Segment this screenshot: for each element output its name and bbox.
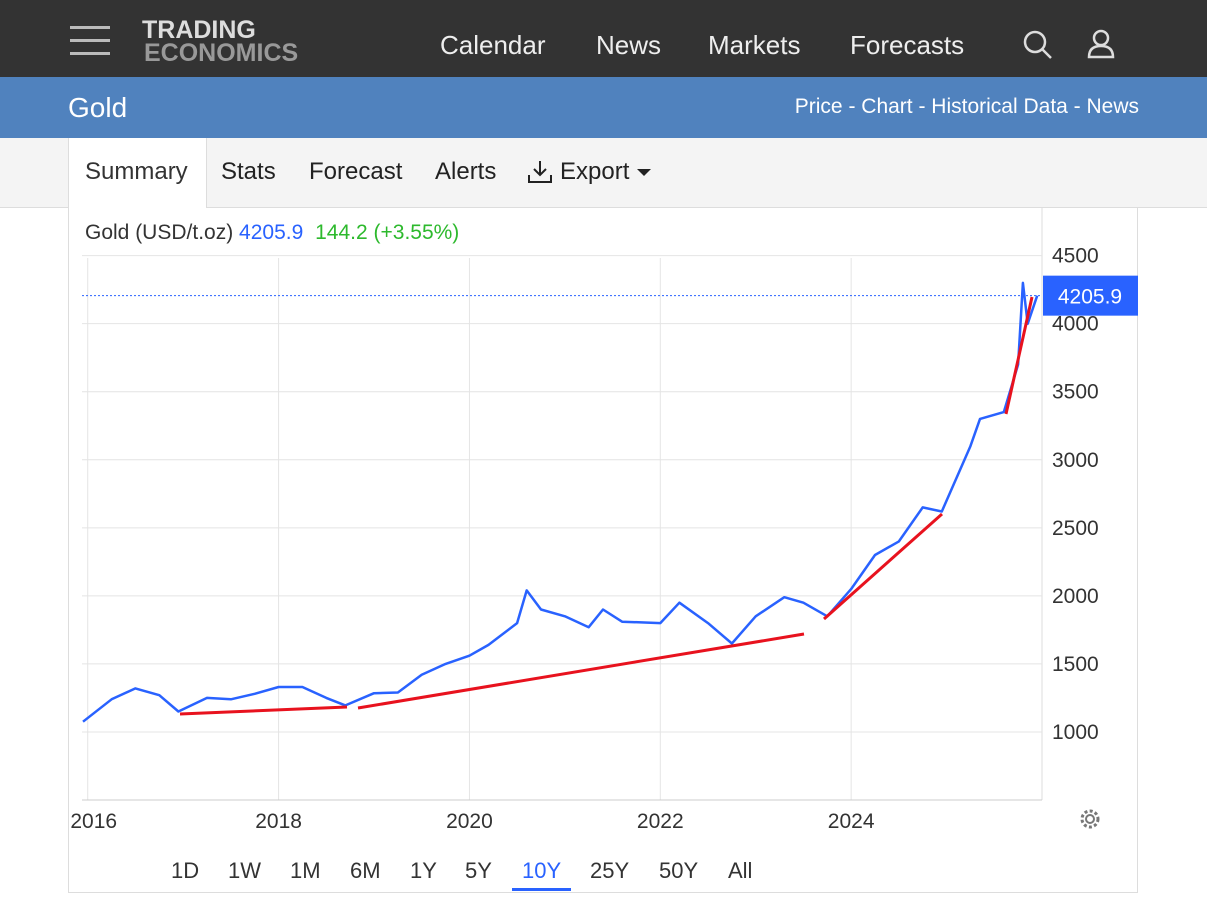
range-button[interactable]: 5Y [465,858,492,883]
tab[interactable]: Alerts [435,158,497,185]
active-tab-bg [68,138,207,208]
y-tick-label: 1000 [1052,721,1099,744]
banner-links[interactable]: Price - Chart - Historical Data - News [794,95,1139,118]
y-tick-label: 2000 [1052,585,1099,608]
y-tick-label: 3000 [1052,449,1099,472]
nav-link[interactable]: News [596,30,662,60]
trendline [1004,296,1034,415]
trendline [179,705,348,716]
logo-top[interactable]: TRADING [142,16,256,44]
trendline [823,512,943,621]
range-button[interactable]: 1D [171,858,200,883]
chart-panel [68,207,1138,893]
logo-bottom[interactable]: ECONOMICS [144,39,299,67]
banner-title: Gold [68,92,128,123]
x-tick-label: 2020 [446,810,493,833]
y-tick-label: 3500 [1052,381,1099,404]
y-tick-label: 1500 [1052,653,1099,676]
last-price-label: 4205.9 [1058,286,1122,309]
price-line [82,281,1039,723]
x-tick-label: 2024 [828,810,875,833]
price: 4205.9 [239,221,304,244]
nav-link[interactable]: Markets [708,30,801,60]
range-button[interactable]: 10Y [512,858,572,891]
trendlines [179,296,1034,716]
y-tick-label: 4000 [1052,313,1099,336]
user-icon[interactable] [1086,28,1116,60]
banner: Gold Price - Chart - Historical Data - N… [0,77,1207,138]
tab[interactable]: Export [560,158,630,185]
tab[interactable]: Summary [85,158,188,185]
y-tick-label: 4500 [1052,245,1099,268]
chart: 1000 1500 2000 2500 3000 3500 4000 4500 2016 2018… [70,207,1138,833]
trendline [357,632,805,710]
top-bar: TRADING ECONOMICS Calendar News Markets … [0,0,1207,77]
nav-link[interactable]: Calendar [440,30,546,60]
tab[interactable]: Forecast [309,158,403,185]
range-button[interactable]: 1M [290,858,321,883]
range-button[interactable]: 1Y [410,858,437,883]
change: 144.2 (+3.55%) [315,221,460,244]
settings-icon[interactable] [1080,809,1100,829]
caret [637,169,651,176]
nav-link[interactable]: Forecasts [850,30,965,60]
range-button[interactable]: 50Y [659,858,699,883]
quote-line: Gold (USD/t.oz) 4205.9 144.2 (+3.55%) [85,221,459,245]
tab-bar [0,138,1207,208]
range-button[interactable]: 1W [228,858,261,883]
export-icons[interactable] [527,158,655,188]
download-icon [528,161,552,183]
search-icon[interactable] [1022,30,1054,62]
last-price-box [1043,275,1138,316]
range-button[interactable]: All [728,858,753,883]
y-tick-label: 2500 [1052,517,1099,540]
range-button[interactable]: 25Y [590,858,630,883]
x-tick-label: 2016 [70,810,117,833]
x-tick-label: 2022 [637,810,684,833]
range-button[interactable]: 6M [350,858,381,883]
menu-icon[interactable] [70,26,112,58]
x-tick-label: 2018 [255,810,302,833]
tab[interactable]: Stats [221,158,276,185]
chart-title: Gold (USD/t.oz) [85,221,234,244]
